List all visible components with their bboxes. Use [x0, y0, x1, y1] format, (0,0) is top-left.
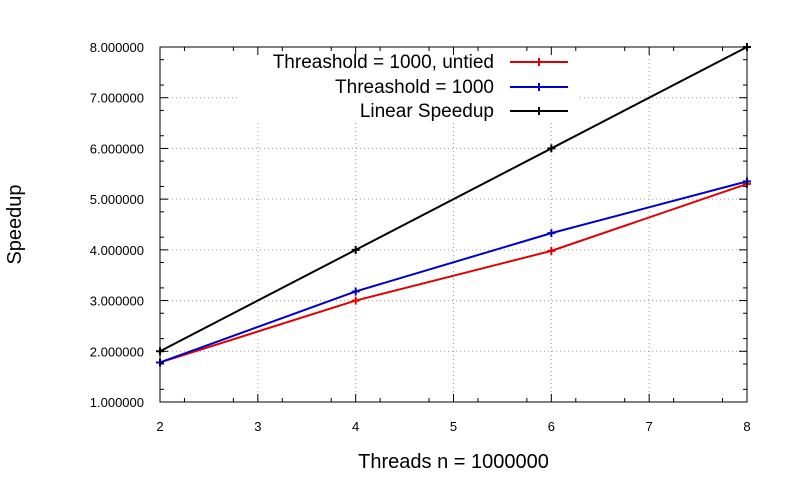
data-point: [547, 229, 556, 238]
legend-marker: [535, 83, 543, 91]
y-tick-label: 4.000000: [90, 243, 144, 258]
series-line: [159, 180, 748, 364]
y-axis-title: Speedup: [4, 184, 26, 264]
x-tick-label: 8: [743, 419, 750, 434]
y-tick-label: 7.000000: [90, 91, 144, 106]
x-tick-label: 5: [450, 419, 457, 434]
series-line: [159, 182, 748, 364]
legend-label: Threashold = 1000, untied: [273, 52, 494, 73]
x-tick-label: 3: [254, 419, 261, 434]
y-tick-label: 8.000000: [90, 40, 144, 55]
x-tick-label: 7: [646, 419, 653, 434]
y-tick-label: 5.000000: [90, 192, 144, 207]
data-point: [351, 245, 360, 254]
y-tick-label: 1.000000: [90, 395, 144, 410]
y-tick-label: 6.000000: [90, 141, 144, 156]
x-tick-label: 4: [352, 419, 359, 434]
legend-label: Threashold = 1000: [335, 77, 494, 98]
x-axis-title: Threads n = 1000000: [358, 451, 549, 473]
data-point: [547, 144, 556, 153]
x-tick-label: 6: [548, 419, 555, 434]
data-point: [351, 287, 360, 296]
legend-marker: [535, 58, 543, 66]
series-line: [159, 46, 748, 353]
legend-label: Linear Speedup: [360, 101, 494, 122]
legend: Threashold = 1000, untied Threashold = 10…: [273, 52, 568, 122]
data-point: [351, 296, 360, 305]
legend-marker: [535, 107, 543, 115]
x-tick-label: 2: [156, 419, 163, 434]
data-point: [547, 246, 556, 255]
y-tick-label: 3.000000: [90, 294, 144, 309]
y-tick-label: 2.000000: [90, 344, 144, 359]
axis-ticks: 2 3 4 5 6 7 8 1.000000 2.000000 3.000000 4.000000 5…: [90, 40, 751, 434]
